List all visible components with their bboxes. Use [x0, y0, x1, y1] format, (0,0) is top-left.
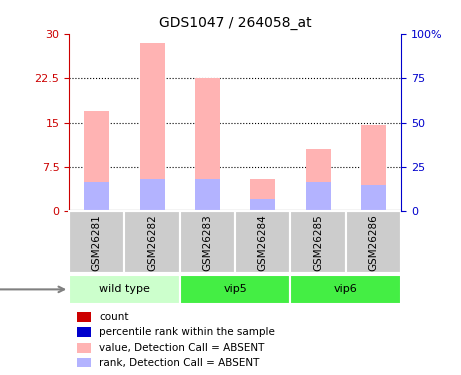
Title: GDS1047 / 264058_at: GDS1047 / 264058_at — [159, 16, 312, 30]
Bar — [77, 358, 91, 368]
Text: GSM26283: GSM26283 — [202, 214, 213, 271]
Text: GSM26286: GSM26286 — [368, 214, 378, 271]
Bar — [84, 111, 109, 211]
Text: percentile rank within the sample: percentile rank within the sample — [99, 327, 275, 337]
Bar — [290, 211, 346, 273]
Bar — [195, 78, 220, 211]
Bar — [140, 179, 165, 211]
Text: value, Detection Call = ABSENT: value, Detection Call = ABSENT — [99, 343, 265, 352]
Bar — [69, 275, 180, 304]
Text: GSM26284: GSM26284 — [258, 214, 268, 271]
Bar — [77, 312, 91, 321]
Bar — [69, 211, 124, 273]
Bar — [180, 275, 290, 304]
Text: GSM26281: GSM26281 — [92, 214, 102, 271]
Text: count: count — [99, 312, 129, 321]
Text: rank, Detection Call = ABSENT: rank, Detection Call = ABSENT — [99, 358, 260, 368]
Bar — [250, 200, 275, 211]
Text: GSM26282: GSM26282 — [147, 214, 157, 271]
Bar — [124, 211, 180, 273]
Bar — [306, 182, 331, 211]
Bar — [361, 126, 386, 211]
Text: wild type: wild type — [99, 284, 150, 294]
Text: GSM26285: GSM26285 — [313, 214, 323, 271]
Text: vip5: vip5 — [223, 284, 247, 294]
Bar — [250, 179, 275, 211]
Text: vip6: vip6 — [334, 284, 358, 294]
Bar — [306, 149, 331, 211]
Bar — [195, 179, 220, 211]
Bar — [84, 182, 109, 211]
Bar — [77, 343, 91, 352]
Bar — [361, 184, 386, 211]
Bar — [140, 43, 165, 211]
Bar — [235, 211, 290, 273]
Bar — [180, 211, 235, 273]
Bar — [290, 275, 401, 304]
Bar — [346, 211, 401, 273]
Bar — [77, 327, 91, 337]
